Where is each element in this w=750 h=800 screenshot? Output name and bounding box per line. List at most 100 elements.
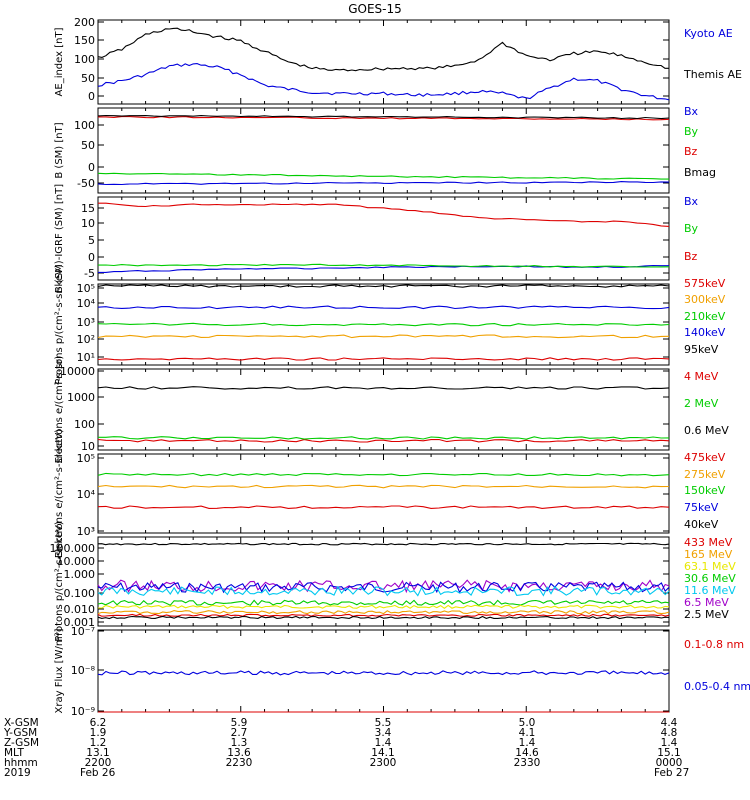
y-tick-label: 10⁴	[77, 488, 96, 501]
series-line	[98, 116, 670, 121]
orbit-row-label: 2019	[4, 767, 31, 779]
series-line	[97, 581, 670, 594]
legend-entry: 30.6 MeV	[684, 572, 736, 585]
series-line	[97, 604, 670, 609]
orbit-cell: 14.1	[371, 747, 394, 759]
panel-4: 10¹ 10² 10³ 10⁴ 10⁵ Protons p/(cm²-s-sr-keV) 5…	[54, 264, 726, 385]
series-line	[97, 63, 670, 101]
y-tick-label: 0.100	[64, 587, 96, 600]
y-tick-label: 100	[74, 53, 95, 66]
figure-title: GOES-15	[348, 2, 402, 16]
legend-entry: 433 MeV	[684, 536, 733, 549]
y-axis-label: Xray Flux [W/m²]	[54, 628, 65, 713]
series-line	[97, 472, 670, 477]
series-line	[97, 585, 670, 597]
y-tick-label: 0	[88, 161, 95, 174]
y-tick-label: 10⁻⁸	[71, 664, 96, 677]
legend-entry: Bx	[684, 195, 699, 208]
legend-entry: 0.6 MeV	[684, 424, 729, 437]
y-tick-label: 10	[81, 440, 95, 453]
series-line	[97, 615, 670, 620]
legend-entry: By	[684, 125, 699, 138]
y-tick-label: 50	[81, 72, 95, 85]
orbit-cell: 6.2	[90, 717, 107, 729]
y-tick-label: 15	[81, 202, 95, 215]
y-axis-label: Protons p/(cm²-s-sr-keV)	[54, 264, 65, 385]
legend-entry: Kyoto AE	[684, 27, 733, 40]
legend-entry: 165 MeV	[684, 548, 733, 561]
y-tick-label: -50	[77, 177, 95, 190]
y-tick-label: 10.000	[57, 555, 96, 568]
legend-entry: 40keV	[684, 518, 719, 531]
y-tick-label: 10⁻⁹	[71, 705, 95, 718]
y-axis-label: Electrons e/(cm²-s-sr-keV)	[54, 429, 65, 558]
series-line	[97, 172, 669, 180]
series-line	[97, 284, 670, 288]
panel-2: -50 0 50 100 B (SM) [nT] Bx By Bz Bmag	[54, 105, 716, 194]
orbit-cell: 5.0	[519, 717, 536, 729]
series-line	[97, 438, 670, 443]
legend-entry: 2 MeV	[684, 397, 719, 410]
panel-6: 10³ 10⁴ 10⁵ Electrons e/(cm²-s-sr-keV) 475ke…	[54, 429, 726, 558]
series-line	[97, 670, 670, 676]
orbit-row-label: X-GSM	[4, 717, 39, 729]
y-tick-label: 0.010	[64, 603, 96, 616]
y-tick-label: 0	[88, 90, 95, 103]
y-axis-label: B (SM)-IGRF (SM) [nT]	[54, 184, 65, 293]
y-tick-label: 10⁵	[77, 282, 95, 295]
panel-8: 10⁻⁹ 10⁻⁸ 10⁻⁷ Xray Flux [W/m²] 0.1-0.8 nm 0.…	[54, 625, 750, 718]
panel-frame	[97, 19, 670, 105]
legend-entry: 210keV	[684, 310, 726, 323]
y-tick-label: 150	[74, 34, 95, 47]
orbit-cell: 2300	[370, 757, 397, 769]
y-tick-label: 100.000	[50, 542, 96, 555]
y-tick-label: 10⁴	[77, 297, 96, 310]
series-line	[97, 27, 669, 72]
series-line	[97, 542, 670, 546]
legend-entry: Bz	[684, 250, 698, 263]
series-line	[97, 305, 670, 310]
orbit-cell: 15.1	[657, 747, 680, 759]
y-axis-label: AE_index [nT]	[54, 27, 65, 96]
orbit-cell: Feb 27	[654, 767, 689, 779]
legend-entry: 63.1 MeV	[684, 560, 736, 573]
y-tick-label: 10²	[77, 333, 95, 346]
orbit-cell: 4.4	[661, 717, 678, 729]
legend-entry: 275keV	[684, 468, 726, 481]
legend-entry: 575keV	[684, 277, 726, 290]
y-tick-label: 50	[81, 139, 95, 152]
legend-entry: 11.6 MeV	[684, 584, 736, 597]
legend-entry: 95keV	[684, 343, 719, 356]
y-tick-label: 10⁵	[77, 452, 95, 465]
series-line	[97, 484, 670, 489]
y-tick-label: 1.000	[64, 568, 96, 581]
series-line	[97, 613, 670, 617]
orbit-cell: 2200	[85, 757, 112, 769]
orbit-cell: 2.7	[231, 727, 248, 739]
orbit-cell: Feb 26	[80, 767, 116, 779]
orbit-row-label: MLT	[4, 747, 24, 759]
series-line	[97, 114, 670, 120]
series-line	[97, 386, 670, 390]
series-line	[97, 181, 670, 186]
panel-frame	[97, 453, 670, 534]
orbit-row-label: Z-GSM	[4, 737, 39, 749]
orbit-cell: 1.2	[90, 737, 107, 749]
legend-entry: 4 MeV	[684, 370, 719, 383]
series-line	[97, 357, 670, 361]
y-axis-label: B (SM) [nT]	[54, 122, 65, 178]
panel-1: 0 50 100 150 200 AE_index [nT] Kyoto AE Themis …	[54, 16, 742, 105]
panel-frame	[97, 629, 670, 713]
orbit-cell: 1.3	[231, 737, 248, 749]
series-line	[98, 436, 670, 440]
orbit-cell: 4.8	[661, 727, 678, 739]
y-tick-label: 0	[88, 251, 95, 264]
orbit-cell: 1.4	[519, 737, 536, 749]
y-axis-label: Protons p/(cm²-s-sr-keV)	[54, 521, 65, 642]
orbit-row-label: hhmm	[4, 757, 38, 769]
panel-3: -5 0 5 10 15 B (SM)-IGRF (SM) [nT] Bx By Bz	[54, 184, 699, 293]
legend-entry: By	[684, 222, 699, 235]
orbit-cell: 14.6	[515, 747, 539, 759]
